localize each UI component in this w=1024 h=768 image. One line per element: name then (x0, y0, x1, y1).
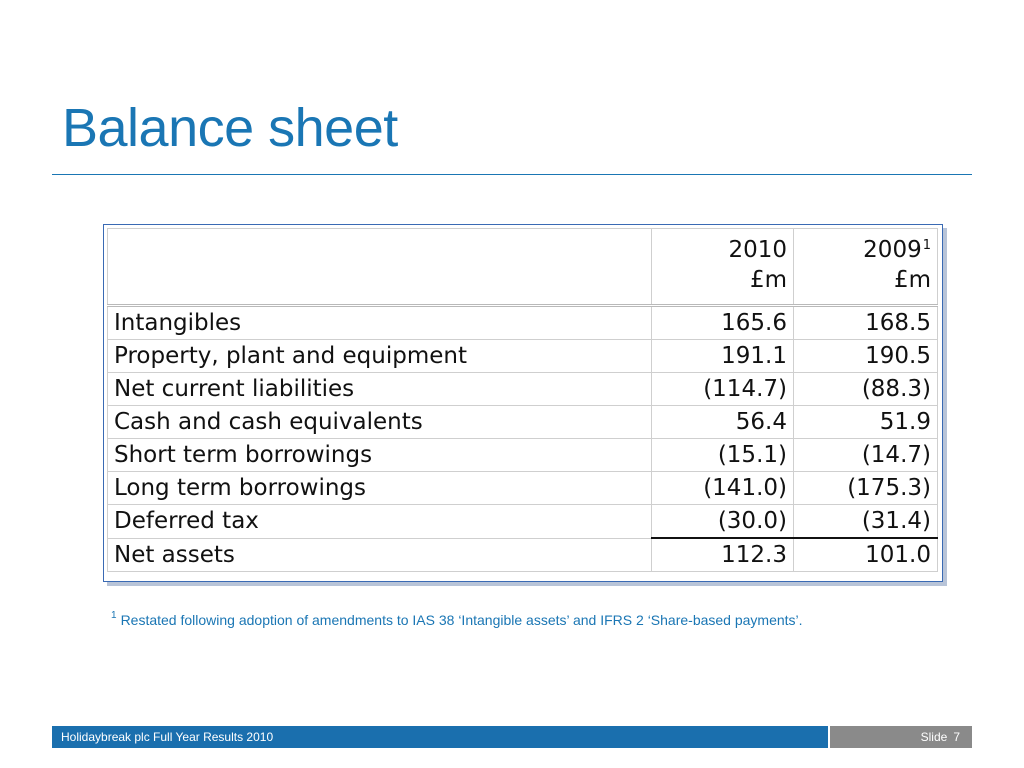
table-header-row: 2010 £m 20091 £m (107, 228, 938, 307)
balance-sheet-table: 2010 £m 20091 £m Intangibles 165.6 168.5… (107, 228, 938, 572)
value-2009: (31.4) (793, 504, 938, 539)
table-row: Long term borrowings (141.0) (175.3) (107, 471, 938, 505)
slide-label: Slide (920, 730, 948, 744)
header-unit: £m (893, 267, 931, 293)
header-2009: 20091 £m (793, 228, 938, 307)
table-row: Intangibles 165.6 168.5 (107, 305, 938, 340)
footer-bar: Holidaybreak plc Full Year Results 2010 (52, 726, 828, 748)
value-2010: (15.1) (651, 438, 794, 472)
value-2010: (30.0) (651, 504, 794, 539)
row-label: Deferred tax (107, 504, 652, 539)
balance-sheet-table-frame: 2010 £m 20091 £m Intangibles 165.6 168.5… (103, 224, 943, 582)
footnote-text: Restated following adoption of amendment… (120, 612, 803, 628)
row-label: Property, plant and equipment (107, 339, 652, 373)
slide-number: 7 (953, 730, 960, 744)
row-label: Intangibles (107, 305, 652, 340)
value-2009: (14.7) (793, 438, 938, 472)
value-2010: 56.4 (651, 405, 794, 439)
value-2010: 112.3 (651, 537, 794, 572)
value-2009: (175.3) (793, 471, 938, 505)
value-2009: 190.5 (793, 339, 938, 373)
header-year: 2009 (863, 237, 922, 263)
page-title: Balance sheet (62, 98, 398, 158)
header-unit: £m (749, 267, 787, 293)
value-2010: 165.6 (651, 305, 794, 340)
header-year: 2010 (728, 237, 787, 263)
table-row: Net current liabilities (114.7) (88.3) (107, 372, 938, 406)
value-2010: (141.0) (651, 471, 794, 505)
header-2010: 2010 £m (651, 228, 794, 307)
footer-slide-number-box: Slide 7 (830, 726, 972, 748)
footer-company-label: Holidaybreak plc Full Year Results 2010 (61, 730, 274, 744)
table-row: Cash and cash equivalents 56.4 51.9 (107, 405, 938, 439)
table-row: Property, plant and equipment 191.1 190.… (107, 339, 938, 373)
header-footnote-marker: 1 (922, 238, 931, 253)
row-label: Net assets (107, 537, 652, 572)
row-label: Short term borrowings (107, 438, 652, 472)
value-2009: 51.9 (793, 405, 938, 439)
row-label: Net current liabilities (107, 372, 652, 406)
table-row: Short term borrowings (15.1) (14.7) (107, 438, 938, 472)
row-label: Cash and cash equivalents (107, 405, 652, 439)
value-2009: (88.3) (793, 372, 938, 406)
footnote: 1 Restated following adoption of amendmen… (110, 610, 803, 628)
title-divider (52, 174, 972, 175)
value-2010: 191.1 (651, 339, 794, 373)
footnote-marker: 1 (111, 610, 117, 621)
table-total-row: Net assets 112.3 101.0 (107, 537, 938, 572)
value-2009: 101.0 (793, 537, 938, 572)
value-2009: 168.5 (793, 305, 938, 340)
table-row: Deferred tax (30.0) (31.4) (107, 504, 938, 539)
value-2010: (114.7) (651, 372, 794, 406)
row-label: Long term borrowings (107, 471, 652, 505)
header-blank (107, 228, 652, 307)
